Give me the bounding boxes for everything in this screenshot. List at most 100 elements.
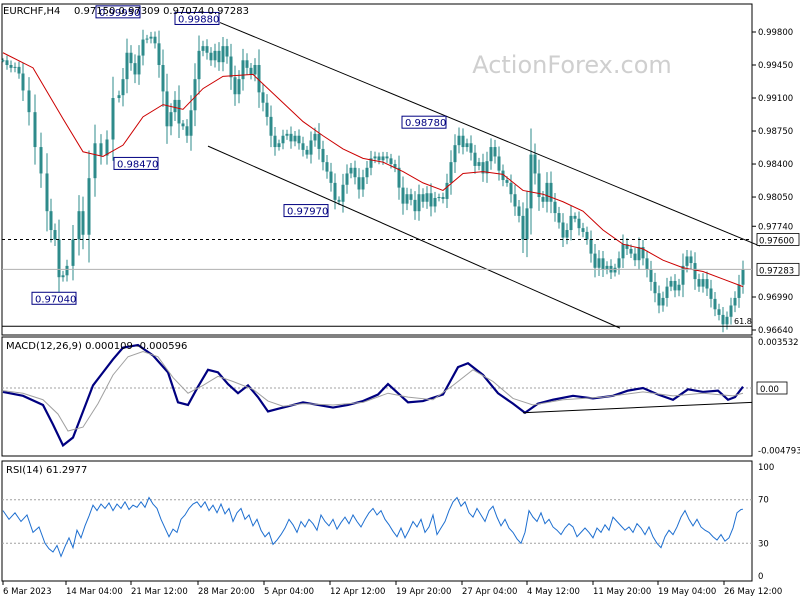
candle-body xyxy=(525,208,529,240)
x-tick-label: 21 Mar 12:00 xyxy=(131,587,188,597)
candle-body xyxy=(77,211,81,240)
price-annotation-box xyxy=(31,291,77,305)
candle-body xyxy=(53,230,57,240)
macd-signal-line xyxy=(2,351,744,432)
candle-body xyxy=(465,143,469,148)
candle-body xyxy=(637,247,641,261)
candle-body xyxy=(409,194,413,200)
candle-body xyxy=(117,95,121,99)
candle-body xyxy=(629,248,633,254)
rsi-y-tick-label: 30 xyxy=(758,539,769,549)
candle-body xyxy=(357,177,361,190)
candle-body xyxy=(709,288,713,299)
candle-body xyxy=(533,154,537,174)
candle-body xyxy=(277,143,281,148)
candle-body xyxy=(693,263,697,280)
x-tick-label: 6 Mar 2023 xyxy=(3,587,51,597)
x-tick-label: 11 May 20:00 xyxy=(593,587,651,597)
candle-body xyxy=(245,60,249,68)
x-tick-label: 26 May 12:00 xyxy=(724,587,782,597)
candle-body xyxy=(729,305,733,317)
candle-body xyxy=(177,99,181,124)
candle-body xyxy=(197,50,201,80)
candle-body xyxy=(657,293,661,306)
candle-body xyxy=(349,167,353,174)
candle-body xyxy=(9,65,13,68)
candle-body xyxy=(217,50,221,63)
x-tick-label: 14 Mar 04:00 xyxy=(66,587,123,597)
ohlc-values: 0.97150 0.97309 0.97074 0.97283 xyxy=(74,6,249,17)
price-annotation: 0.98780 xyxy=(405,118,446,129)
candle-body xyxy=(141,39,145,56)
candle-body xyxy=(473,152,477,166)
price-annotation-box xyxy=(283,204,329,218)
candle-body xyxy=(593,253,597,268)
candle-body xyxy=(621,244,625,259)
rsi-title: RSI(14) 61.2977 xyxy=(6,465,87,476)
candle-body xyxy=(65,265,69,276)
candle-body xyxy=(521,215,525,240)
candle-body xyxy=(505,180,509,183)
candle-body xyxy=(189,110,193,136)
candle-body xyxy=(157,43,161,66)
candle-body xyxy=(13,66,17,68)
candle-body xyxy=(205,46,209,53)
candle-body xyxy=(269,116,273,136)
candle-body xyxy=(289,133,293,142)
price-level-label-box xyxy=(756,233,800,246)
candle-body xyxy=(405,194,409,204)
candle-body xyxy=(665,286,669,298)
candle-body xyxy=(325,162,329,172)
candle-body xyxy=(149,36,153,39)
candle-body xyxy=(21,73,25,91)
candle-body xyxy=(345,173,349,185)
candle-body xyxy=(153,36,157,44)
candle-body xyxy=(389,158,393,165)
price-annotation: 0.99880 xyxy=(178,14,219,25)
candle-body xyxy=(633,253,637,261)
candle-body xyxy=(225,46,229,57)
candle-body xyxy=(273,135,277,148)
candle-body xyxy=(173,99,177,113)
candle-body xyxy=(5,60,9,66)
candle-body xyxy=(111,98,115,140)
candle-body xyxy=(71,239,75,266)
candle-body xyxy=(57,239,61,278)
candle-body xyxy=(717,309,721,315)
price-annotation: 0.98470 xyxy=(117,159,158,170)
macd-line xyxy=(2,343,744,448)
candle-body xyxy=(61,275,65,278)
macd-value-box xyxy=(756,381,788,395)
price-level-label: 0.97283 xyxy=(759,266,794,276)
candle-body xyxy=(309,140,313,155)
price-annotation: 0.97970 xyxy=(287,207,328,218)
rsi-y-tick-label: 100 xyxy=(758,463,774,473)
candle-body xyxy=(449,162,453,183)
candle-body xyxy=(577,218,581,229)
candle-body xyxy=(99,143,103,156)
candle-body xyxy=(737,284,741,298)
candle-body xyxy=(453,145,457,163)
candle-body xyxy=(569,215,573,231)
candle-body xyxy=(557,213,561,223)
candle-body xyxy=(381,156,385,161)
candle-body xyxy=(481,162,485,174)
candle-body xyxy=(537,173,541,198)
candle-body xyxy=(317,133,321,149)
candle-body xyxy=(509,182,513,195)
candle-body xyxy=(237,79,241,95)
candle-body xyxy=(565,230,569,238)
price-level-label: 0.97600 xyxy=(759,236,794,246)
candle-body xyxy=(125,52,129,80)
candle-body xyxy=(241,60,245,80)
candle-body xyxy=(87,178,91,235)
candle-body xyxy=(305,149,309,155)
price-annotation-box xyxy=(113,156,159,170)
candle-body xyxy=(645,258,649,270)
candle-body xyxy=(689,256,693,264)
price-y-tick-label: 0.98400 xyxy=(758,160,793,170)
price-y-tick-label: 0.99800 xyxy=(758,28,793,38)
candle-body xyxy=(233,77,237,95)
candle-body xyxy=(281,135,285,144)
